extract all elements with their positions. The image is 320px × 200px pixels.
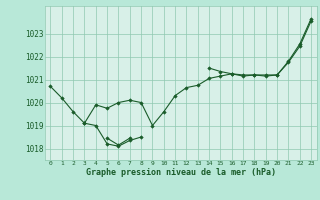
- X-axis label: Graphe pression niveau de la mer (hPa): Graphe pression niveau de la mer (hPa): [86, 168, 276, 177]
